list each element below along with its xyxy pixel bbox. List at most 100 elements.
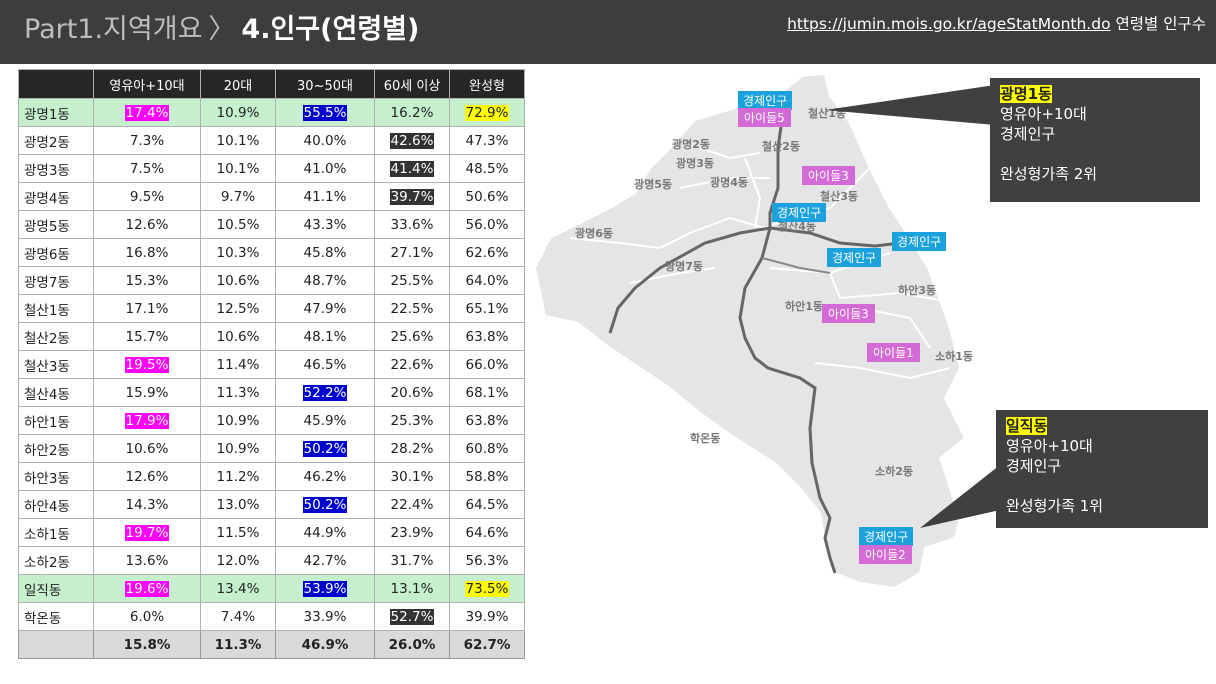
map-label: 철산1동 bbox=[808, 107, 847, 120]
value-cell: 41.1% bbox=[275, 182, 375, 211]
value-cell: 68.1% bbox=[449, 378, 525, 407]
value-text: 13.6% bbox=[125, 552, 169, 569]
district-name-cell: 철산2동 bbox=[18, 322, 94, 351]
value-cell: 39.7% bbox=[374, 182, 450, 211]
value-cell: 10.6% bbox=[200, 322, 276, 351]
value-text: 39.7% bbox=[389, 188, 435, 205]
value-cell: 19.7% bbox=[93, 518, 201, 547]
value-cell: 15.9% bbox=[93, 378, 201, 407]
district-name-cell: 광명3동 bbox=[18, 154, 94, 183]
value-text: 6.0% bbox=[129, 608, 165, 625]
value-text: 33.6% bbox=[390, 216, 434, 233]
callout-line: 영유아+10대 bbox=[1000, 105, 1087, 123]
value-cell: 10.6% bbox=[200, 266, 276, 295]
map-label: 소하2동 bbox=[875, 465, 914, 478]
value-cell: 56.3% bbox=[449, 546, 525, 575]
value-cell: 43.3% bbox=[275, 210, 375, 239]
value-cell: 13.0% bbox=[200, 490, 276, 519]
table-row: 광명3동 7.5% 10.1% 41.0% 41.4% 48.5% bbox=[18, 154, 525, 183]
value-cell: 63.8% bbox=[449, 406, 525, 435]
value-text: 47.9% bbox=[303, 300, 347, 317]
value-cell: 20.6% bbox=[374, 378, 450, 407]
value-cell: 45.8% bbox=[275, 238, 375, 267]
value-cell: 41.4% bbox=[374, 154, 450, 183]
value-text: 9.7% bbox=[220, 188, 256, 205]
value-text: 44.9% bbox=[303, 524, 347, 541]
value-cell: 22.6% bbox=[374, 350, 450, 379]
map-label: 학온동 bbox=[690, 432, 721, 445]
district-name-cell: 소하1동 bbox=[18, 518, 94, 547]
value-cell: 17.1% bbox=[93, 294, 201, 323]
value-cell: 39.9% bbox=[449, 602, 525, 631]
value-cell: 16.8% bbox=[93, 238, 201, 267]
value-text: 28.2% bbox=[390, 440, 434, 457]
value-cell: 52.2% bbox=[275, 378, 375, 407]
value-text: 25.5% bbox=[390, 272, 434, 289]
value-text: 56.3% bbox=[465, 552, 509, 569]
value-cell: 7.5% bbox=[93, 154, 201, 183]
value-text: 23.9% bbox=[390, 524, 434, 541]
callout-line: 경제인구 bbox=[1006, 457, 1062, 475]
value-text: 16.8% bbox=[125, 244, 169, 261]
value-cell: 15.7% bbox=[93, 322, 201, 351]
value-text: 19.6% bbox=[124, 580, 170, 597]
value-cell: 11.2% bbox=[200, 462, 276, 491]
value-text: 7.5% bbox=[129, 160, 165, 177]
table-row: 광명6동 16.8% 10.3% 45.8% 27.1% 62.6% bbox=[18, 238, 525, 267]
value-cell: 53.9% bbox=[275, 574, 375, 603]
age-population-table: 영유아+10대 20대 30~50대 60세 이상 완성형 광명1동 17.4% 1… bbox=[18, 69, 525, 659]
value-text: 50.6% bbox=[465, 188, 509, 205]
value-text: 10.6% bbox=[216, 272, 260, 289]
value-text: 14.3% bbox=[125, 496, 169, 513]
value-text: 45.9% bbox=[303, 412, 347, 429]
value-text: 58.8% bbox=[465, 468, 509, 485]
district-name-cell: 광명5동 bbox=[18, 210, 94, 239]
district-map-svg bbox=[533, 72, 967, 590]
value-text: 15.9% bbox=[125, 384, 169, 401]
value-text: 42.7% bbox=[303, 552, 347, 569]
value-text: 10.1% bbox=[216, 132, 260, 149]
value-cell: 17.9% bbox=[93, 406, 201, 435]
map-label: 하안3동 bbox=[898, 284, 937, 297]
tag-economic-population: 경제인구 bbox=[827, 248, 882, 267]
value-cell: 63.8% bbox=[449, 322, 525, 351]
value-cell: 10.9% bbox=[200, 406, 276, 435]
table-row: 광명1동 17.4% 10.9% 55.5% 16.2% 72.9% bbox=[18, 98, 525, 127]
value-text: 10.6% bbox=[216, 328, 260, 345]
value-text: 13.1% bbox=[390, 580, 434, 597]
value-text: 16.2% bbox=[390, 104, 434, 121]
district-name-cell: 광명1동 bbox=[18, 98, 94, 127]
value-cell: 12.6% bbox=[93, 462, 201, 491]
title-main: 4.인구(연령별) bbox=[241, 14, 420, 45]
value-cell: 10.9% bbox=[200, 98, 276, 127]
value-text: 10.9% bbox=[216, 412, 260, 429]
source-link[interactable]: https://jumin.mois.go.kr/ageStatMonth.do bbox=[787, 15, 1111, 33]
table-row: 광명2동 7.3% 10.1% 40.0% 42.6% 47.3% bbox=[18, 126, 525, 155]
value-cell: 11.4% bbox=[200, 350, 276, 379]
tag-children: 아이들3 bbox=[822, 304, 875, 323]
value-text: 55.5% bbox=[302, 104, 348, 121]
value-cell: 9.7% bbox=[200, 182, 276, 211]
value-cell: 25.6% bbox=[374, 322, 450, 351]
value-text: 10.5% bbox=[216, 216, 260, 233]
district-name-cell: 철산1동 bbox=[18, 294, 94, 323]
map-road-line bbox=[761, 257, 831, 274]
table-row: 철산2동 15.7% 10.6% 48.1% 25.6% 63.8% bbox=[18, 322, 525, 351]
table-header-row: 영유아+10대 20대 30~50대 60세 이상 완성형 bbox=[18, 69, 525, 99]
map-label: 소하1동 bbox=[935, 350, 974, 363]
value-cell: 47.3% bbox=[449, 126, 525, 155]
value-text: 48.1% bbox=[303, 328, 347, 345]
district-name-cell: 일직동 bbox=[18, 574, 94, 603]
value-text: 19.7% bbox=[124, 524, 170, 541]
value-cell: 56.0% bbox=[449, 210, 525, 239]
value-cell: 42.7% bbox=[275, 546, 375, 575]
total-cell: 26.0% bbox=[374, 630, 450, 659]
value-cell: 9.5% bbox=[93, 182, 201, 211]
value-cell: 10.9% bbox=[200, 434, 276, 463]
table-body: 광명1동 17.4% 10.9% 55.5% 16.2% 72.9% 광명2동 7.3% 10.… bbox=[18, 98, 525, 631]
value-cell: 25.5% bbox=[374, 266, 450, 295]
value-cell: 25.3% bbox=[374, 406, 450, 435]
value-text: 46.2% bbox=[303, 468, 347, 485]
value-cell: 10.6% bbox=[93, 434, 201, 463]
value-cell: 28.2% bbox=[374, 434, 450, 463]
